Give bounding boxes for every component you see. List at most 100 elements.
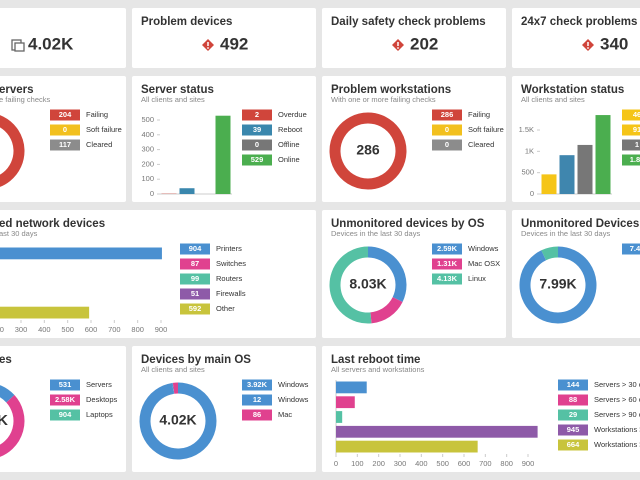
legend-box [50, 379, 80, 391]
legend-box [50, 394, 80, 406]
bar [336, 440, 478, 453]
x-tick-label: 400 [415, 459, 428, 468]
donut-center: 4.02K [159, 412, 196, 428]
legend-label: Servers [86, 380, 112, 389]
legend-box [432, 139, 462, 151]
bar [577, 144, 593, 194]
legend-box [242, 109, 272, 121]
stat-value: 340 [600, 34, 628, 53]
stat-value: 202 [410, 34, 438, 53]
bar [0, 306, 90, 319]
card-title: Workstation status [521, 84, 624, 96]
legend-box [242, 379, 272, 391]
x-tick-label: 900 [522, 459, 535, 468]
card [132, 346, 316, 472]
legend-box [242, 394, 272, 406]
card-title: Problem devices [141, 16, 232, 28]
legend-box [180, 273, 210, 285]
legend-value: 3.92K [247, 380, 268, 389]
card-subtitle: All clients and sites [141, 365, 205, 374]
legend-label: Windows [278, 395, 309, 404]
legend-value: 286 [441, 110, 454, 119]
legend-label: Windows [278, 380, 309, 389]
donut-segment [329, 112, 407, 190]
legend-value: 88 [569, 395, 577, 404]
legend-label: Other [216, 304, 235, 313]
bar [336, 411, 343, 423]
card [322, 210, 506, 338]
bar [179, 188, 195, 194]
legend-box [622, 243, 640, 255]
legend-box [432, 109, 462, 121]
donut-segment [139, 382, 217, 460]
card-subtitle: All clients and sites [521, 95, 585, 104]
legend-value: 2.58K [55, 395, 76, 404]
card [512, 210, 640, 338]
x-tick-label: 500 [436, 459, 449, 468]
legend-box [432, 124, 462, 136]
legend-label: Printers [216, 244, 242, 253]
legend-label: Workstations > [594, 440, 640, 449]
legend-label: Soft failure [468, 125, 504, 134]
donut-segment [329, 246, 372, 324]
card-subtitle: All clients and sites [141, 95, 205, 104]
x-tick-label: 900 [155, 325, 168, 334]
x-tick-label: 600 [458, 459, 471, 468]
device-icon-screen [14, 42, 25, 52]
legend-label: Failing [86, 110, 108, 119]
legend-label: Servers > 30 da [594, 380, 640, 389]
card-title: Unmonitored devices by OS [331, 218, 485, 230]
card [0, 346, 126, 472]
legend-value: 204 [59, 110, 72, 119]
x-tick-label: 700 [479, 459, 492, 468]
legend-label: Cleared [468, 140, 494, 149]
donut-segment [519, 246, 597, 324]
legend-box [558, 439, 588, 451]
legend-value: 1.85 [630, 155, 640, 164]
legend-label: Cleared [86, 140, 112, 149]
legend-box [558, 409, 588, 421]
card [0, 76, 126, 202]
legend-label: Overdue [278, 110, 307, 119]
legend-value: 91 [633, 125, 640, 134]
bar [336, 381, 367, 394]
card-title: Last reboot time [331, 354, 420, 366]
legend-value: 2 [255, 110, 259, 119]
y-tick-label: 500 [521, 168, 534, 177]
bar [336, 425, 538, 438]
donut-center: K [0, 412, 8, 429]
legend-value: 87 [191, 259, 199, 268]
legend-value: 39 [253, 125, 261, 134]
card-title: es [0, 354, 12, 366]
legend-label: Servers > 60 da [594, 395, 640, 404]
legend-value: 945 [567, 425, 580, 434]
legend-label: Mac [278, 410, 292, 419]
card-subtitle: All servers and workstations [331, 365, 425, 374]
legend-value: 2.59K [437, 244, 458, 253]
legend-value: 1.31K [437, 259, 458, 268]
y-tick-label: 300 [141, 145, 154, 154]
legend-box [180, 243, 210, 255]
alert-dot [397, 47, 399, 49]
bar [541, 174, 557, 194]
card-title: ervers [0, 84, 34, 96]
legend-box [432, 273, 462, 285]
legend-value: 0 [63, 125, 67, 134]
y-tick-label: 200 [141, 159, 154, 168]
x-tick-label: 100 [351, 459, 364, 468]
legend-box [242, 409, 272, 421]
legend-value: 0 [445, 125, 449, 134]
donut-center: 8.03K [349, 276, 386, 292]
stat-value: 492 [220, 34, 248, 53]
card [0, 210, 316, 338]
legend-value: 7.42 [630, 244, 640, 253]
legend-value: 117 [59, 140, 71, 149]
donut-segment [0, 115, 25, 187]
legend-value: 99 [191, 274, 199, 283]
bar [215, 115, 231, 194]
legend-box [50, 109, 80, 121]
legend-label: Workstations > [594, 425, 640, 434]
x-tick-label: 200 [0, 325, 4, 334]
x-tick-label: 400 [38, 325, 51, 334]
